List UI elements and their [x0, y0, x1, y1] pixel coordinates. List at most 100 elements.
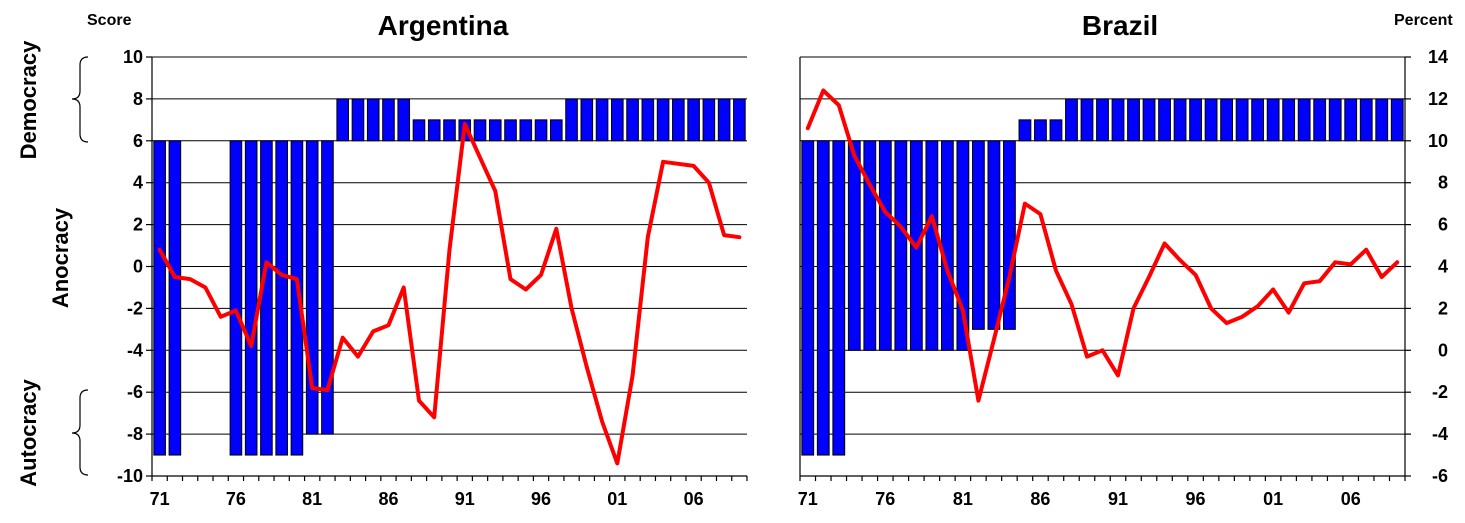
argentina-x-tick-label: 96 [531, 489, 551, 509]
brazil-bar-1975 [863, 140, 877, 351]
argentina-bar-1995 [519, 119, 533, 142]
argentina-x-tick-label: 81 [302, 489, 322, 509]
brazil-bar-1971 [801, 140, 815, 456]
brazil-bar-1972 [816, 140, 830, 456]
brazil-bar-1974 [847, 140, 861, 351]
argentina-bar-1990 [443, 119, 456, 142]
brazil-bar-1986 [1034, 119, 1047, 142]
argentina-bar-2008 [717, 98, 731, 142]
left-axis-tick-label: -2 [127, 298, 143, 318]
argentina-bar-1982 [321, 140, 334, 435]
right-axis-tick-label: 10 [1428, 131, 1448, 151]
right-axis-tick-label: 6 [1438, 215, 1448, 235]
argentina-bar-1998 [565, 98, 578, 142]
argentina-bar-1993 [488, 119, 502, 142]
right-axis-title: Percent [1394, 12, 1453, 29]
brazil-bar-2006 [1344, 98, 1358, 142]
brazil-bar-1995 [1173, 98, 1187, 142]
brazil-bar-2001 [1266, 98, 1280, 142]
brazil-bar-1985 [1018, 119, 1032, 142]
brazil-bar-1973 [832, 140, 846, 456]
left-axis-title: Score [87, 12, 132, 29]
right-axis-tick-label: -6 [1432, 466, 1448, 486]
argentina-x-tick-label: 06 [684, 489, 704, 509]
right-axis-tick-label: 2 [1438, 298, 1448, 318]
argentina-bar-1979 [275, 140, 288, 456]
brazil-panel: 71 76 81 86 91 96 01 06 [798, 56, 1406, 509]
brazil-bar-2009 [1390, 98, 1404, 142]
brazil-x-tick-label: 71 [798, 489, 818, 509]
argentina-bar-1996 [534, 119, 548, 142]
left-axis-tick-label: 4 [133, 173, 143, 193]
brazil-x-tick-label: 86 [1030, 489, 1050, 509]
right-axis-tick-label: -4 [1432, 424, 1448, 444]
argentina-bar-1977 [244, 140, 258, 456]
argentina-bar-2000 [595, 98, 609, 142]
brazil-title: Brazil [1082, 10, 1158, 41]
right-axis-ticks: 14 12 10 8 6 4 2 0 -2 -4 -6 [1405, 47, 1448, 486]
left-axis-ticks: 10 8 6 4 2 0 -2 -4 -6 -8 -10 [117, 47, 152, 486]
argentina-x-tick-label: 71 [150, 489, 170, 509]
regime-label-democracy: Democracy [16, 40, 41, 159]
argentina-bar-1972 [168, 140, 182, 456]
brazil-bar-2000 [1251, 98, 1265, 142]
brazil-x-tick-label: 76 [875, 489, 895, 509]
argentina-bar-2001 [611, 98, 624, 142]
brazil-bar-1994 [1158, 98, 1171, 142]
right-axis-tick-label: 14 [1428, 47, 1448, 67]
brazil-x-tick-label: 91 [1108, 489, 1128, 509]
argentina-bar-1978 [260, 140, 273, 456]
argentina-bar-2006 [687, 98, 700, 142]
brazil-bar-1997 [1204, 98, 1218, 142]
argentina-bar-1997 [549, 119, 563, 142]
argentina-bar-1983 [336, 98, 350, 142]
autocracy-brace [71, 389, 89, 476]
argentina-title: Argentina [378, 10, 509, 41]
brazil-bar-1988 [1065, 98, 1078, 142]
argentina-x-tick-label: 91 [455, 489, 475, 509]
brazil-bar-1979 [925, 140, 939, 351]
brazil-bar-1987 [1049, 119, 1063, 142]
brazil-bar-2005 [1328, 98, 1342, 142]
brazil-x-tick-label: 01 [1263, 489, 1283, 509]
argentina-line-series [157, 122, 742, 466]
regime-label-autocracy: Autocracy [16, 378, 41, 486]
argentina-bar-2009 [733, 98, 746, 142]
brazil-bar-1998 [1220, 98, 1233, 142]
regime-label-anocracy: Anocracy [48, 207, 73, 308]
brazil-bar-2002 [1282, 98, 1296, 142]
argentina-bar-2003 [641, 98, 655, 142]
brazil-bar-2008 [1375, 98, 1389, 142]
argentina-bar-2004 [656, 98, 670, 142]
brazil-bar-1992 [1127, 98, 1140, 142]
argentina-panel: 71 76 81 86 91 96 01 06 [150, 56, 748, 509]
brazil-bar-1996 [1189, 98, 1202, 142]
argentina-bar-1989 [427, 119, 441, 142]
left-axis-tick-label: -10 [117, 466, 143, 486]
brazil-bar-1977 [894, 140, 908, 351]
brazil-bar-1982 [972, 140, 985, 330]
brazil-bar-1981 [956, 140, 970, 351]
brazil-line-series [805, 88, 1400, 403]
right-axis-tick-label: -2 [1432, 382, 1448, 402]
argentina-x-tick-label: 76 [226, 489, 246, 509]
argentina-bar-1992 [473, 119, 487, 142]
brazil-bar-1990 [1096, 98, 1109, 142]
brazil-bar-1984 [1003, 140, 1016, 330]
argentina-x-tick-label: 01 [607, 489, 627, 509]
brazil-bar-1976 [878, 140, 892, 351]
brazil-bar-1989 [1080, 98, 1094, 142]
brazil-bar-2003 [1297, 98, 1311, 142]
right-axis-tick-label: 8 [1438, 173, 1448, 193]
brazil-bar-2007 [1359, 98, 1373, 142]
brazil-bar-1980 [940, 140, 954, 351]
argentina-bar-1985 [366, 98, 380, 142]
left-axis-tick-label: 8 [133, 89, 143, 109]
right-axis-tick-label: 12 [1428, 89, 1448, 109]
brazil-bar-2004 [1313, 98, 1327, 142]
left-axis-tick-label: 10 [123, 47, 143, 67]
left-axis-tick-label: 0 [133, 257, 143, 277]
brazil-bar-1983 [987, 140, 1001, 330]
left-axis-tick-label: 6 [133, 131, 143, 151]
